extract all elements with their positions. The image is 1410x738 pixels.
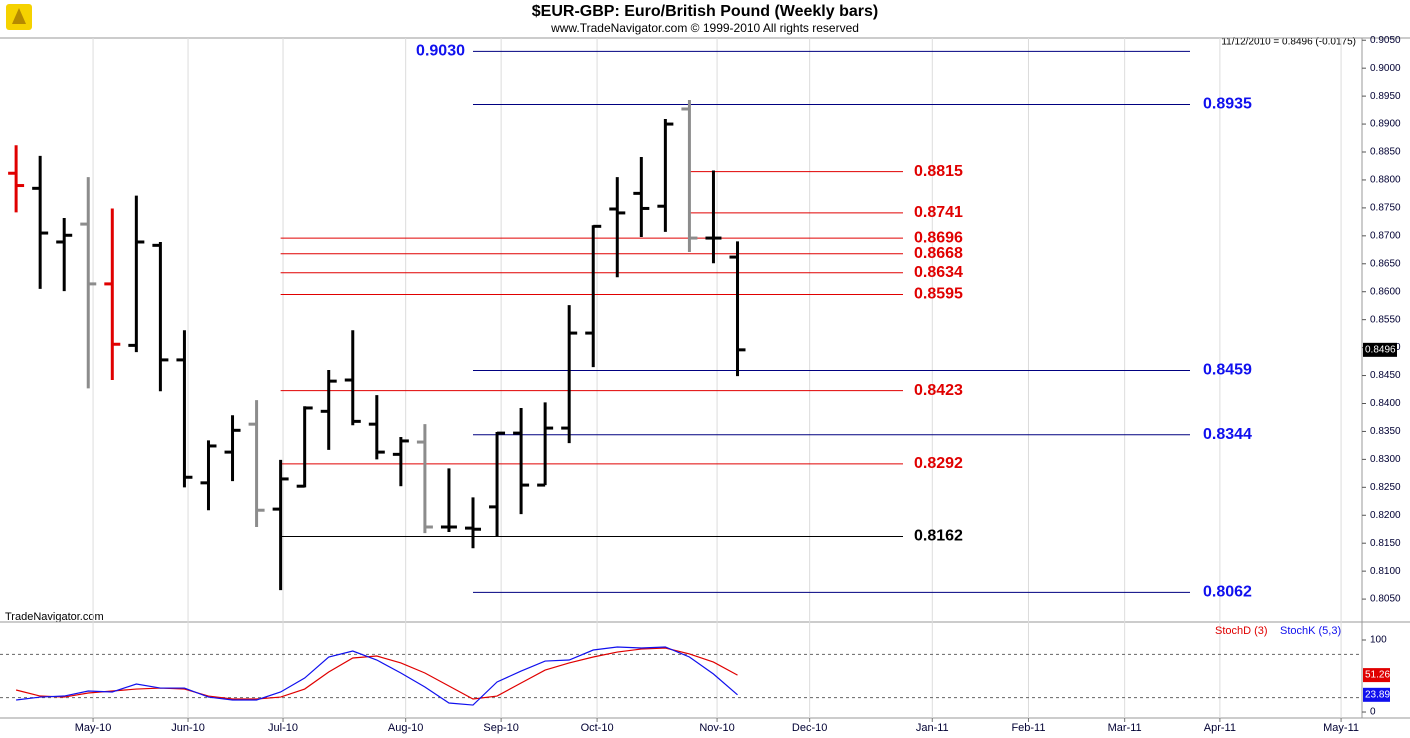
last-value-tag xyxy=(1363,668,1390,683)
y-tick-label: 0.8650 xyxy=(1370,258,1401,269)
chart-title: $EUR-GBP: Euro/British Pound (Weekly bar… xyxy=(532,3,878,20)
last-price-label: 0.8496 xyxy=(1365,344,1396,355)
level-label: 0.8292 xyxy=(914,455,963,472)
stoch-line xyxy=(15,647,738,700)
x-tick-label: Oct-10 xyxy=(581,722,614,734)
y-tick-label: 0.8300 xyxy=(1370,454,1401,465)
source: TradeNavigator.com xyxy=(5,611,104,623)
x-tick-label: Sep-10 xyxy=(483,722,518,734)
x-tick-label: May-10 xyxy=(75,722,112,734)
x-tick-label: Dec-10 xyxy=(792,722,827,734)
x-tick-label: Jul-10 xyxy=(268,722,298,734)
y-tick-label: 0.8250 xyxy=(1370,482,1401,493)
level-label: 0.8062 xyxy=(1203,584,1252,601)
level-label: 0.8634 xyxy=(914,264,963,281)
legend-label: StochD (3) xyxy=(1215,625,1268,637)
x-tick-label: Jun-10 xyxy=(171,722,205,734)
y-tick-label: 0.8400 xyxy=(1370,398,1401,409)
last-value-label: 23.89 xyxy=(1365,689,1390,700)
x-tick-label: Mar-11 xyxy=(1108,722,1142,734)
y-tick-label: 0.8350 xyxy=(1370,426,1401,437)
level-label: 0.8344 xyxy=(1203,426,1252,443)
y-tick-label: 0.8850 xyxy=(1370,147,1401,158)
logo-mark xyxy=(12,8,26,24)
y-tick-label: 0.8100 xyxy=(1370,566,1401,577)
level-label: 0.8935 xyxy=(1203,96,1252,113)
level-label: 0.8696 xyxy=(914,229,963,246)
last-value-tag xyxy=(1363,687,1390,702)
y-tick-label: 0.9000 xyxy=(1370,63,1401,74)
quote: 11/12/2010 = 0.8496 (-0.0175) xyxy=(1221,37,1356,48)
y-tick-label: 0.8150 xyxy=(1370,538,1401,549)
y-tick-label: 0.8950 xyxy=(1370,91,1401,102)
x-tick-label: Nov-10 xyxy=(699,722,734,734)
y-tick-label: 0.9050 xyxy=(1370,35,1401,46)
y-tick-label: 100 xyxy=(1370,635,1387,646)
y-tick-label: 0.8600 xyxy=(1370,286,1401,297)
level-label: 0.8423 xyxy=(914,382,963,399)
y-tick-label: 0.8750 xyxy=(1370,203,1401,214)
y-tick-label: 0 xyxy=(1370,707,1376,718)
last-value-label: 51.26 xyxy=(1365,670,1390,681)
y-tick-label: 0.8200 xyxy=(1370,510,1401,521)
level-label: 0.8815 xyxy=(914,163,963,180)
y-tick-label: 0.8700 xyxy=(1370,230,1401,241)
x-tick-label: Feb-11 xyxy=(1011,722,1045,734)
chart-subtitle: www.TradeNavigator.com © 1999-2010 All r… xyxy=(550,21,859,35)
level-label: 0.9030 xyxy=(416,43,465,60)
level-label: 0.8668 xyxy=(914,245,963,262)
level-label: 0.8162 xyxy=(914,528,963,545)
y-tick-label: 0.8450 xyxy=(1370,370,1401,381)
x-tick-label: May-11 xyxy=(1323,722,1359,734)
level-label: 0.8741 xyxy=(914,204,963,221)
level-label: 0.8595 xyxy=(914,286,963,303)
y-tick-label: 0.8800 xyxy=(1370,175,1401,186)
y-tick-label: 0.8550 xyxy=(1370,314,1401,325)
y-tick-label: 0.8050 xyxy=(1370,594,1401,605)
stoch-line xyxy=(16,646,738,706)
x-tick-label: Apr-11 xyxy=(1204,722,1236,734)
legend-label: StochK (5,3) xyxy=(1280,625,1341,637)
logo xyxy=(6,4,32,30)
x-tick-label: Jan-11 xyxy=(916,722,949,734)
last-price-tag xyxy=(1363,342,1397,357)
y-tick-label: 0.8900 xyxy=(1370,119,1401,130)
x-tick-label: Aug-10 xyxy=(388,722,423,734)
level-label: 0.8459 xyxy=(1203,362,1252,379)
